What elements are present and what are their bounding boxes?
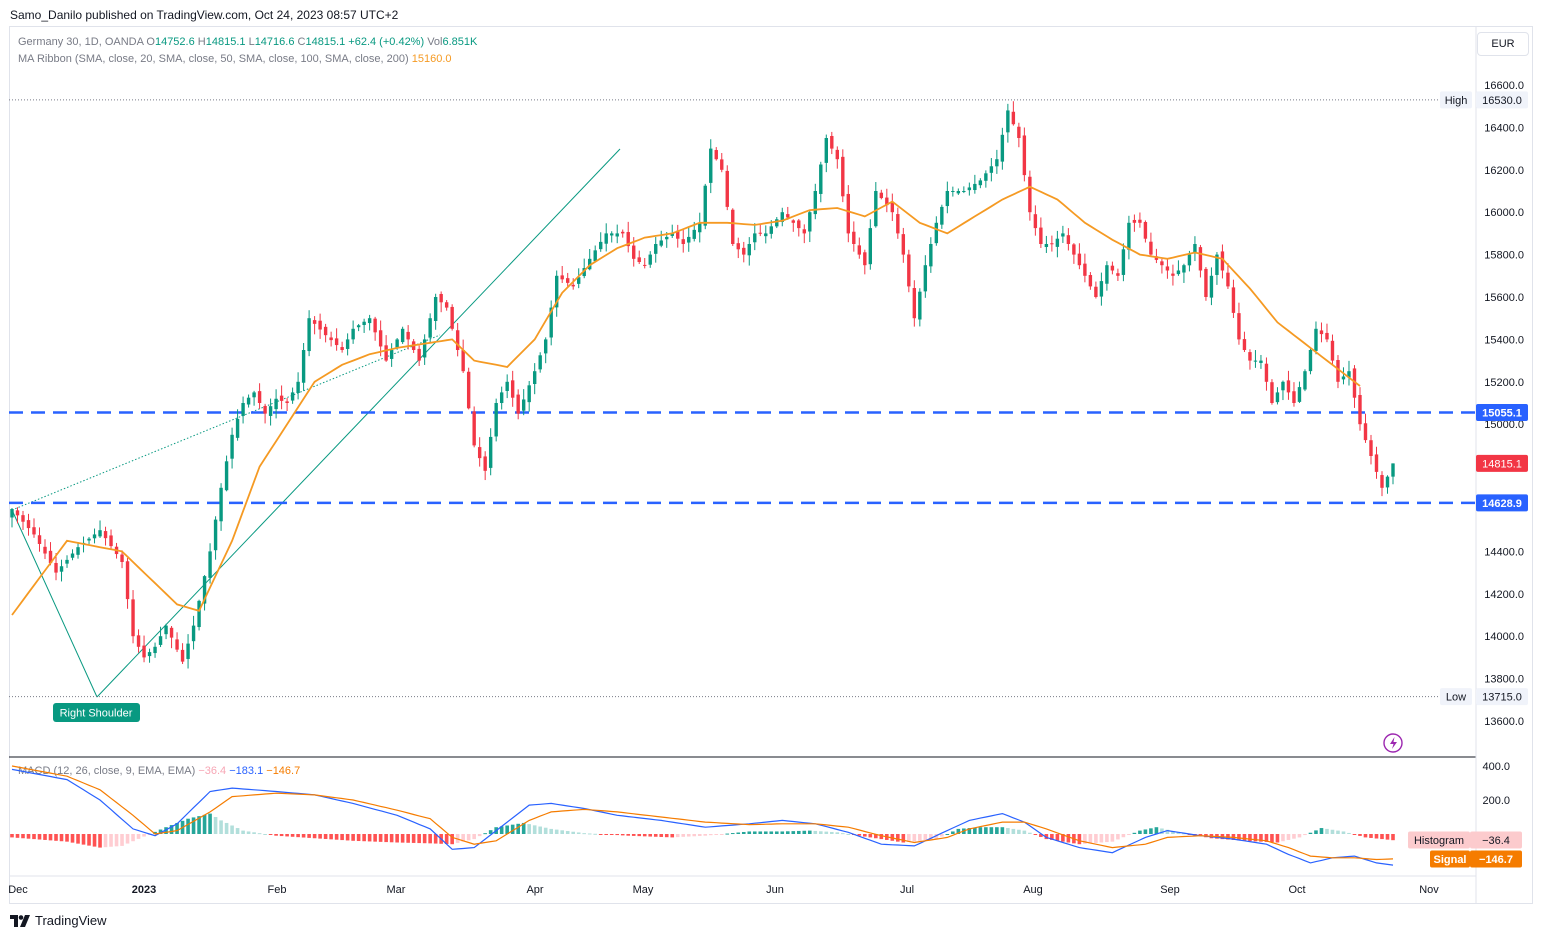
close-value: 14815.1 (305, 36, 346, 48)
tradingview-wordmark: TradingView (35, 913, 107, 928)
volume-label: Vol (427, 36, 443, 48)
low-value: 14716.6 (254, 36, 295, 48)
macd-legend-hist: −36.4 (198, 765, 227, 777)
chart-frame (9, 26, 1533, 904)
ma-legend-label: MA Ribbon (SMA, close, 20, SMA, close, 5… (18, 53, 409, 65)
open-label: O (146, 36, 155, 48)
macd-legend: MACD (12, 26, close, 9, EMA, EMA) −36.4 … (18, 765, 300, 777)
close-label: C (297, 36, 306, 48)
macd-legend-signal: −146.7 (266, 765, 301, 777)
publish-credit: Samo_Danilo published on TradingView.com… (10, 8, 399, 22)
low-label: L (248, 36, 255, 48)
tradingview-logo-icon (10, 914, 30, 927)
symbol-label: Germany 30, 1D, OANDA (18, 36, 144, 48)
currency-button[interactable]: EUR (1477, 32, 1529, 56)
macd-legend-macd: −183.1 (229, 765, 264, 777)
ma-legend-value: 15160.0 (411, 53, 452, 65)
macd-legend-label: MACD (12, 26, close, 9, EMA, EMA) (18, 765, 196, 777)
change-value: +62.4 (+0.42%) (348, 36, 425, 48)
ma-legend: MA Ribbon (SMA, close, 20, SMA, close, 5… (18, 53, 452, 65)
open-value: 14752.6 (154, 36, 195, 48)
volume-value: 6.851K (442, 36, 478, 48)
main-legend: Germany 30, 1D, OANDA O14752.6 H14815.1 … (18, 36, 477, 48)
high-label: H (197, 36, 206, 48)
tradingview-branding[interactable]: TradingView (10, 913, 107, 928)
high-value: 14815.1 (205, 36, 246, 48)
